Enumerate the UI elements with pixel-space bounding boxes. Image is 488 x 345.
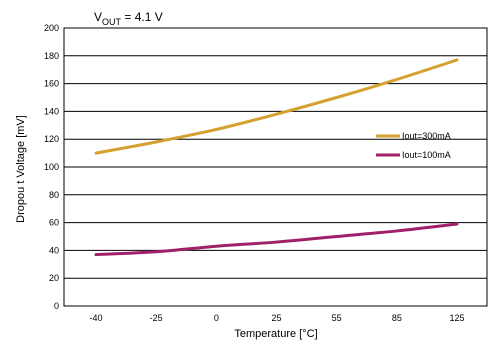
chart-title: VOUT = 4.1 V (94, 10, 163, 27)
x-tick-label: -40 (89, 313, 102, 323)
x-axis-title: Temperature [°C] (234, 328, 317, 340)
y-tick-label: 60 (49, 218, 59, 228)
x-tick-label: 25 (271, 313, 281, 323)
series-line-1 (94, 222, 459, 257)
y-tick-label: 0 (54, 301, 59, 311)
y-tick-label: 20 (49, 273, 59, 283)
chart-title-rest: = 4.1 V (121, 10, 163, 24)
x-tick-label: 125 (449, 313, 464, 323)
plot-frame (63, 27, 488, 307)
y-axis-title: Dropou t Voltage [mV] (15, 115, 27, 223)
y-tick-label: 180 (44, 51, 59, 61)
x-tick-label: -25 (150, 313, 163, 323)
y-tick-label: 40 (49, 245, 59, 255)
x-tick-label: 0 (214, 313, 219, 323)
legend-label: Iout=300mA (402, 131, 451, 141)
gridlines (64, 55, 487, 279)
chart-title-sub: OUT (102, 17, 122, 27)
y-tick-label: 200 (44, 23, 59, 33)
x-tick-labels: -40 -25 0 25 55 85 125 (89, 313, 464, 323)
chart-title-main: V (94, 10, 102, 24)
y-tick-label: 160 (44, 79, 59, 89)
x-tick-label: 55 (332, 313, 342, 323)
legend: Iout=300mA Iout=100mA (376, 131, 451, 160)
x-tick-label: 85 (392, 313, 402, 323)
series-line-0 (94, 58, 459, 155)
y-tick-label: 100 (44, 162, 59, 172)
y-tick-label: 140 (44, 106, 59, 116)
y-tick-label: 80 (49, 190, 59, 200)
y-tick-label: 120 (44, 134, 59, 144)
y-tick-labels: 0 20 40 60 80 100 120 140 160 180 200 (44, 23, 59, 311)
legend-label: Iout=100mA (402, 150, 451, 160)
series-lines (94, 58, 459, 257)
